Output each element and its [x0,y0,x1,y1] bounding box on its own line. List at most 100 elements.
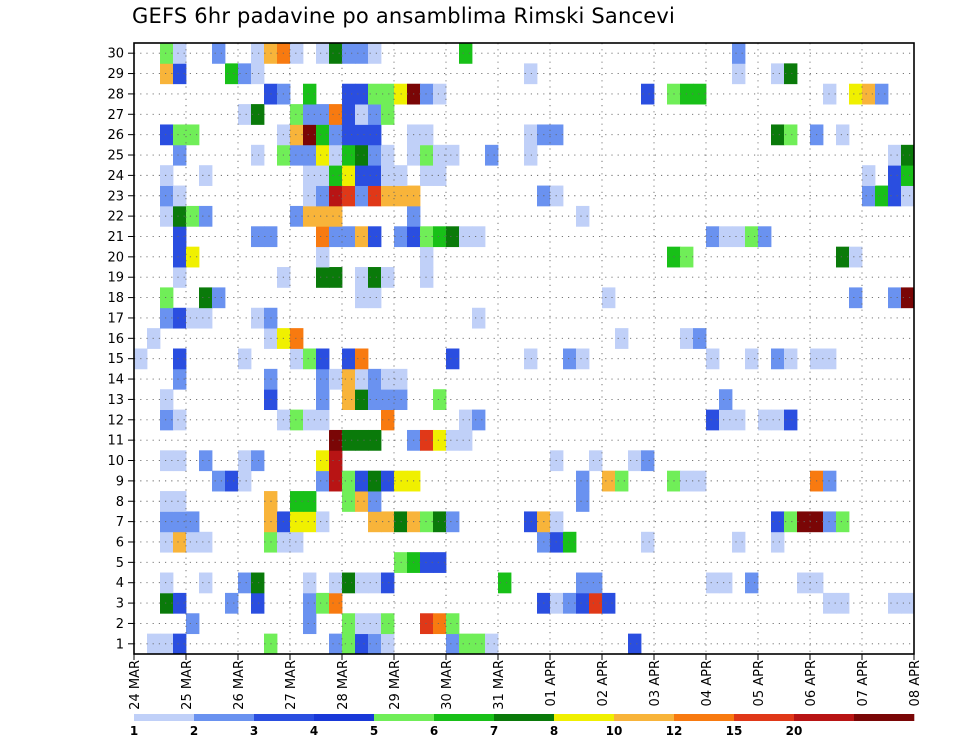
heatmap-cell [251,450,265,472]
heatmap-cell [160,63,174,85]
heatmap-cell [316,104,330,125]
heatmap-cell [836,246,850,268]
heatmap-cell [212,43,226,64]
y-tick-label: 7 [116,515,124,530]
heatmap-cell [173,450,187,472]
heatmap-cell [355,144,369,166]
heatmap-cell [602,287,616,309]
heatmap-cell [823,348,837,370]
heatmap-cell [628,450,642,472]
heatmap-cell [420,267,434,288]
heatmap-cell [784,409,798,431]
heatmap-cell [316,124,330,146]
heatmap-cell [576,592,590,614]
heatmap-cell [563,531,577,553]
heatmap-cell [693,83,707,105]
heatmap-cell [342,491,356,512]
y-tick-label: 30 [107,47,124,62]
heatmap-cell [290,511,304,533]
heatmap-cell [368,83,382,105]
heatmap-cell [615,470,629,492]
heatmap-cell [199,205,213,227]
heatmap-cell [784,124,798,146]
heatmap-cell [290,205,304,227]
y-tick-label: 12 [107,413,124,428]
heatmap-cell [849,83,863,105]
heatmap-cell [290,144,304,166]
heatmap-cell [420,246,434,268]
heatmap-cell [342,389,356,410]
heatmap-cell [524,63,538,85]
heatmap-cell [173,124,187,146]
heatmap-cell [563,592,577,614]
heatmap-cell [355,287,369,309]
heatmap-cell [420,124,434,146]
heatmap-cell [251,592,265,614]
heatmap-cell [290,531,304,553]
heatmap-cell [355,389,369,410]
heatmap-cell [446,429,460,451]
heatmap-cell [472,633,486,655]
heatmap-cell [303,409,317,431]
heatmap-cell [771,348,785,370]
heatmap-cell [615,328,629,349]
heatmap-cell [472,307,486,329]
y-tick-label: 15 [107,352,124,367]
heatmap-cell [368,43,382,64]
y-tick-label: 14 [107,373,124,388]
heatmap-cell [290,491,304,512]
heatmap-cell [342,633,356,655]
heatmap-cell [160,307,174,329]
heatmap-cell [732,531,746,553]
colorbar-label: 1 [130,724,138,738]
heatmap-cell [901,144,915,166]
colorbar-swatch [374,714,435,721]
heatmap-cell [823,511,837,533]
heatmap-cell [693,328,707,349]
y-tick-label: 4 [116,576,124,591]
x-tick-label: 06 APR [804,660,819,706]
heatmap-cell [329,633,343,655]
heatmap-cell [355,226,369,248]
heatmap-cell [771,124,785,146]
heatmap-cell [446,144,460,166]
heatmap-cell [576,348,590,370]
heatmap-cell [290,348,304,370]
heatmap-cell [342,470,356,492]
colorbar-swatch [734,714,795,721]
heatmap-cell [472,409,486,431]
heatmap-cell [862,185,876,207]
heatmap-cell [602,592,616,614]
colorbar-swatch [494,714,555,721]
heatmap-cell [316,246,330,268]
x-tick-label: 03 APR [648,660,663,706]
heatmap-cell [238,63,252,85]
heatmap-cell [355,43,369,64]
heatmap-cell [368,144,382,166]
heatmap-cell [381,165,395,186]
heatmap-cell [342,43,356,64]
heatmap-cell [433,226,447,248]
heatmap-cell [238,104,252,125]
heatmap-cell [433,552,447,573]
heatmap-cell [368,491,382,512]
heatmap-cell [160,124,174,146]
heatmap-cell [225,63,239,85]
heatmap-cell [303,592,317,614]
heatmap-cell [160,409,174,431]
heatmap-cell [316,226,330,248]
heatmap-cell [329,124,343,146]
heatmap-cell [186,205,200,227]
chart-title: GEFS 6hr padavine po ansamblima Rimski S… [132,4,676,28]
x-tick-label: 07 APR [856,660,871,706]
x-tick-label: 25 MAR [180,660,195,710]
heatmap-cell [329,429,343,451]
heatmap-cell [745,572,759,594]
heatmap-cell [485,633,499,655]
heatmap-cell [316,470,330,492]
heatmap-cell [420,613,434,635]
heatmap-cell [901,287,915,309]
heatmap-cell [524,144,538,166]
heatmap-cell [576,205,590,227]
